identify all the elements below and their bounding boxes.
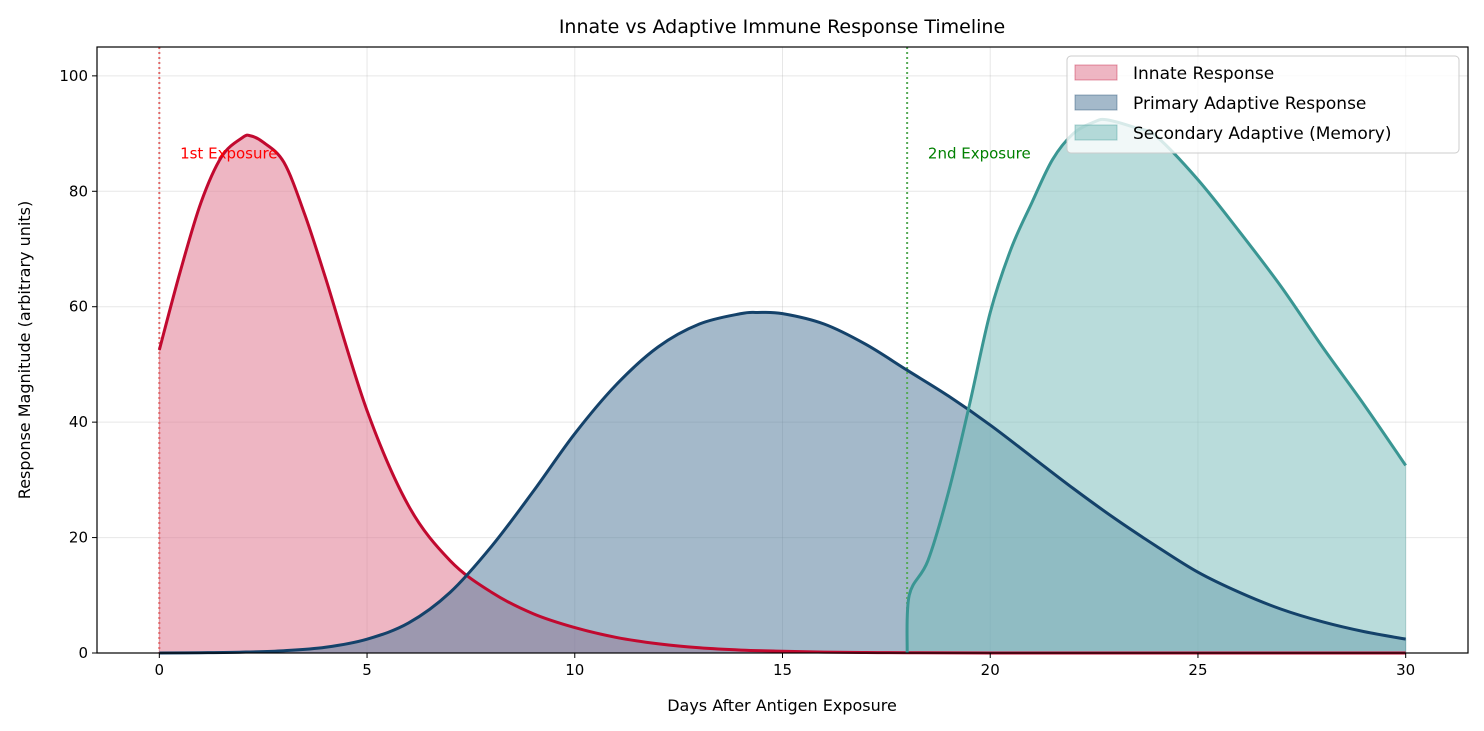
y-tick-label: 20 xyxy=(69,529,88,547)
x-tick-label: 25 xyxy=(1188,661,1207,679)
exposure-annotation: 1st Exposure xyxy=(180,144,277,162)
y-tick-label: 100 xyxy=(59,67,88,85)
y-axis-label: Response Magnitude (arbitrary units) xyxy=(15,201,34,499)
x-tick-label: 5 xyxy=(362,661,372,679)
y-tick-label: 40 xyxy=(69,413,88,431)
series-line-1 xyxy=(159,310,1406,655)
x-tick-label: 10 xyxy=(565,661,584,679)
y-tick-label: 80 xyxy=(69,182,88,200)
y-tick-label: 0 xyxy=(78,644,88,662)
legend-label: Primary Adaptive Response xyxy=(1133,94,1366,114)
legend-swatch xyxy=(1074,94,1118,111)
plot-frame xyxy=(96,46,1469,654)
series-area-2 xyxy=(906,118,1407,654)
chart-title: Innate vs Adaptive Immune Response Timel… xyxy=(559,16,1005,38)
legend-swatch xyxy=(1074,64,1118,81)
y-tick-label: 60 xyxy=(69,298,88,316)
legend: Innate Response Primary Adaptive Response… xyxy=(1066,55,1460,154)
x-axis-label: Days After Antigen Exposure xyxy=(667,696,897,715)
x-tick-label: 0 xyxy=(155,661,165,679)
x-tick-label: 15 xyxy=(773,661,792,679)
exposure-annotation: 2nd Exposure xyxy=(928,144,1031,162)
legend-label: Innate Response xyxy=(1133,64,1274,84)
legend-label: Secondary Adaptive (Memory) xyxy=(1133,124,1391,144)
legend-box xyxy=(1066,55,1460,154)
legend-swatch xyxy=(1074,124,1118,141)
x-tick-label: 20 xyxy=(981,661,1000,679)
x-tick-label: 30 xyxy=(1396,661,1415,679)
